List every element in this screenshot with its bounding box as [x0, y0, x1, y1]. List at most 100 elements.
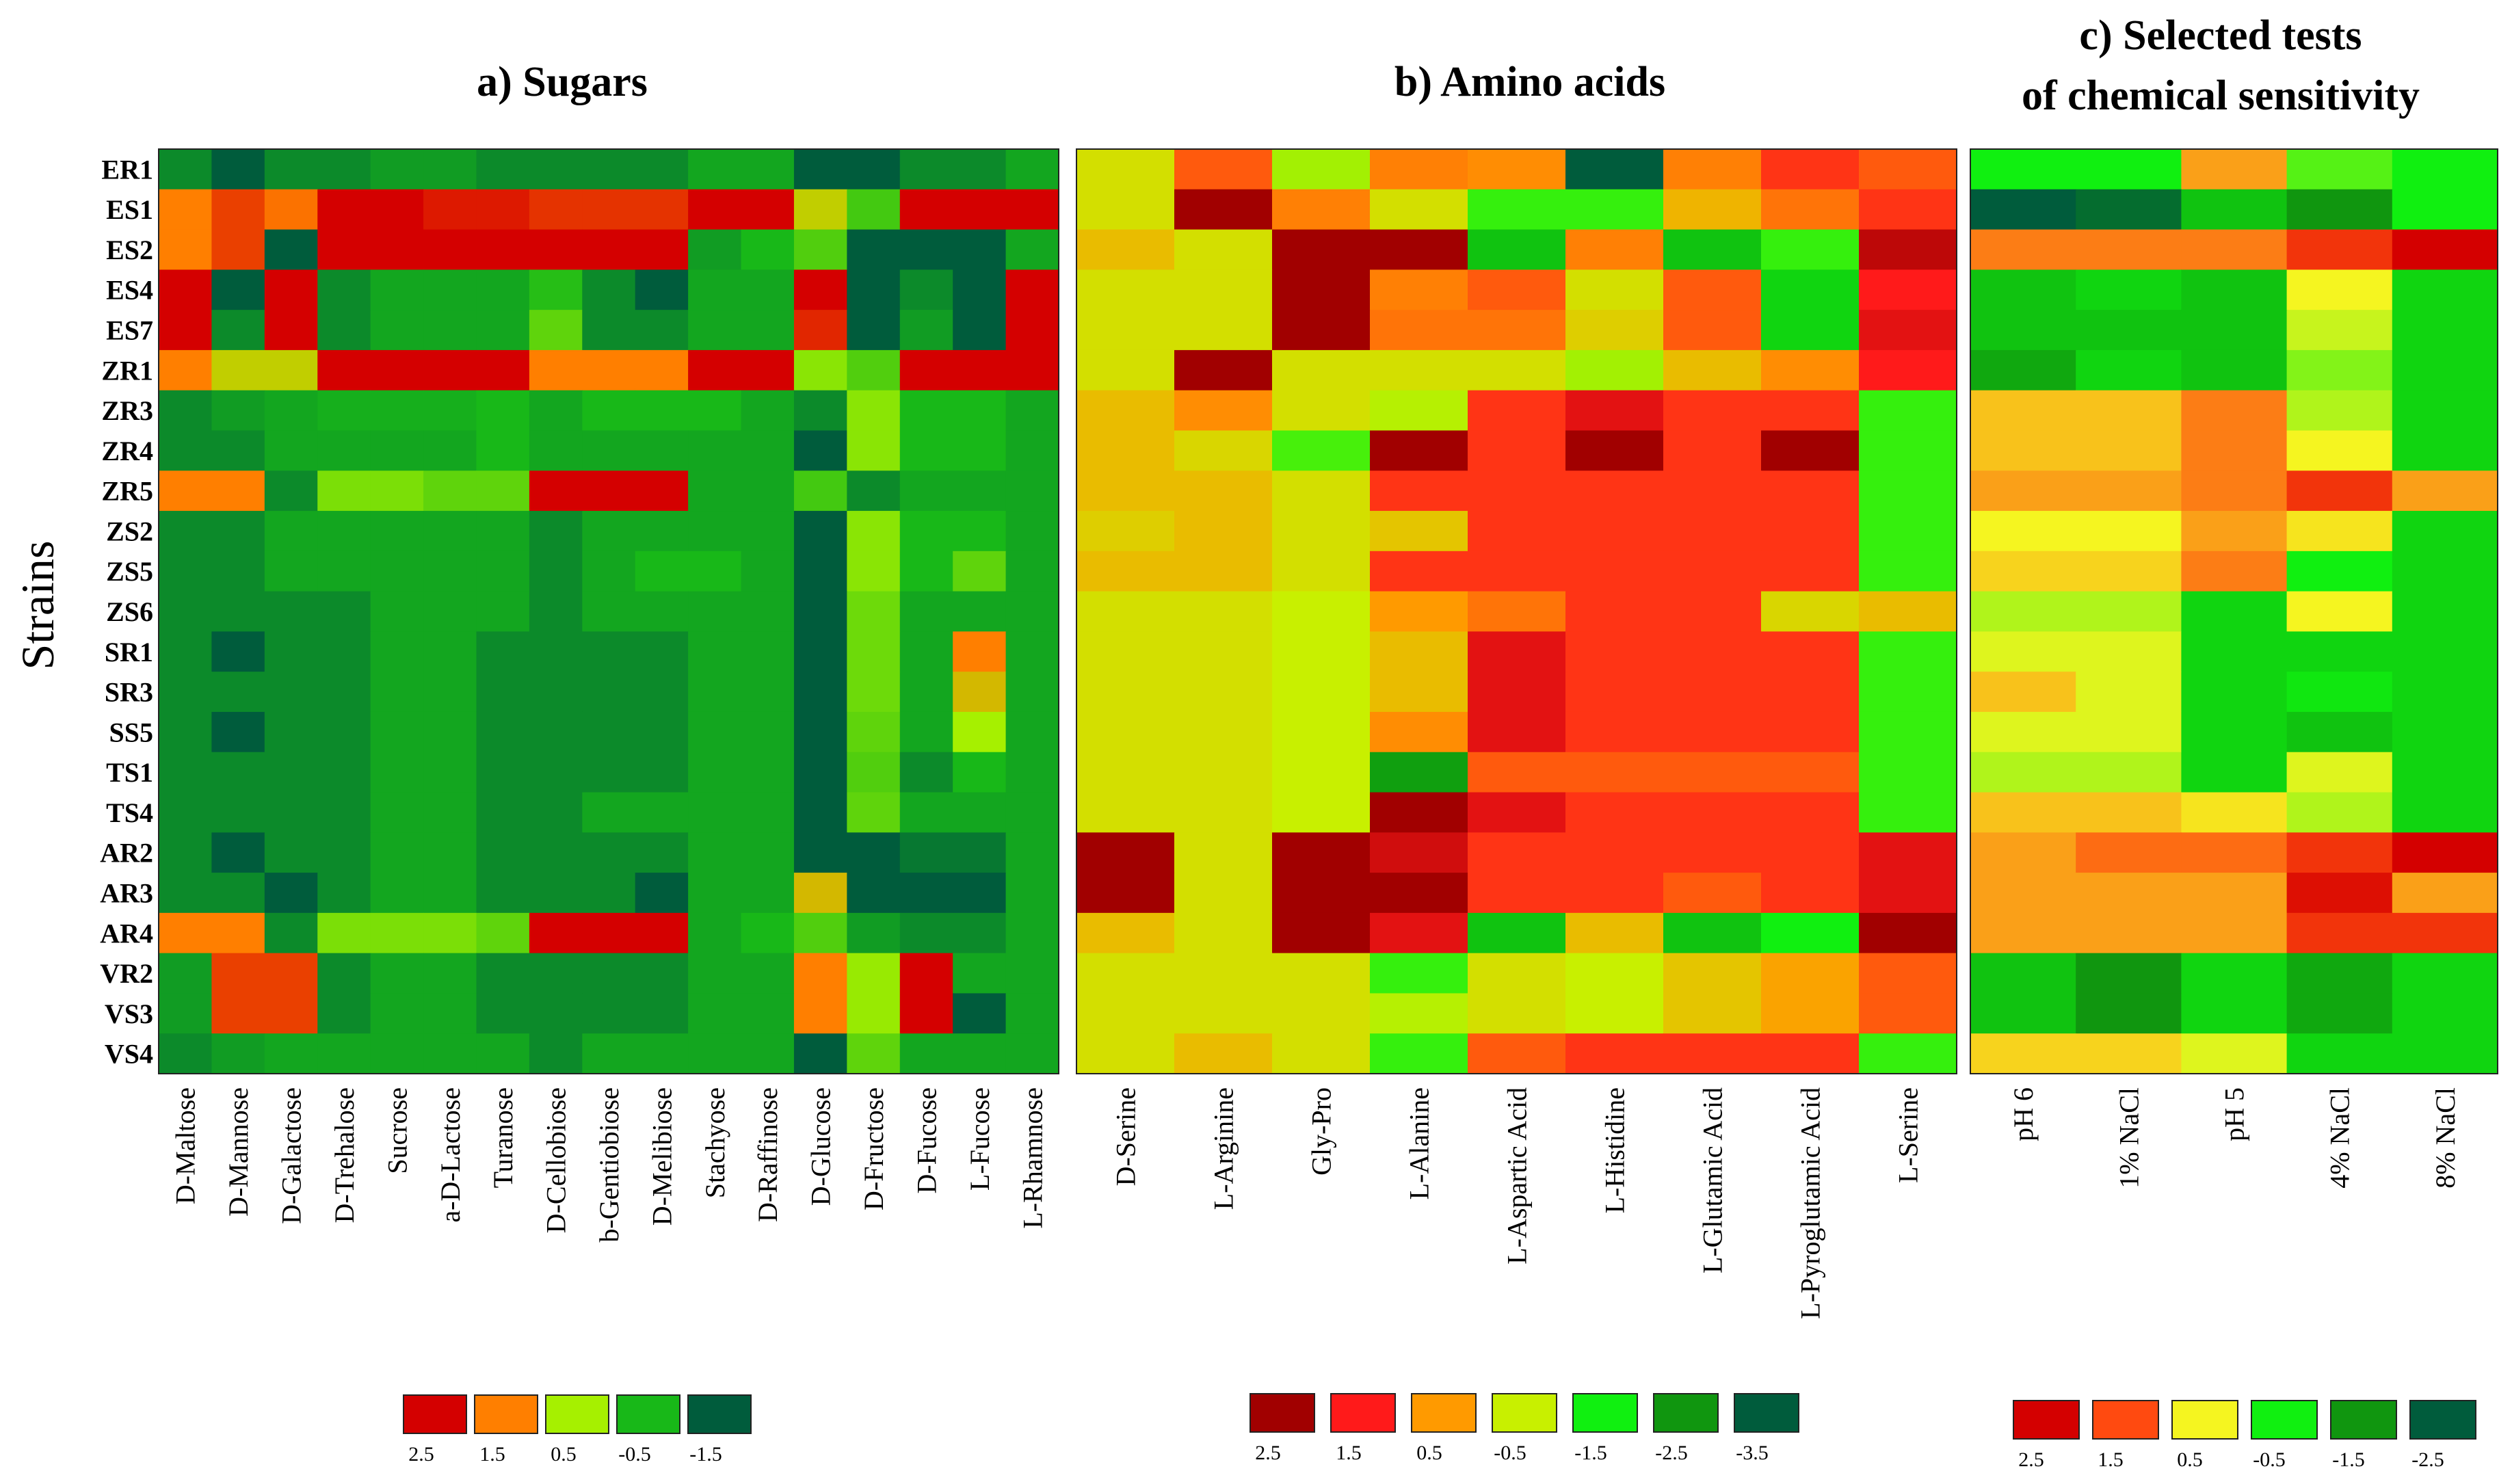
heatmap-cell — [1005, 792, 1059, 833]
heatmap-panel: b) Amino acids D-Serine L-Arginine Gly-Pro L… — [1076, 59, 1957, 1464]
heatmap-cell — [2392, 189, 2498, 230]
heatmap-cell — [635, 269, 689, 310]
heatmap-cell — [847, 792, 901, 833]
heatmap-cell — [582, 1033, 636, 1074]
heatmap-cell — [211, 189, 265, 230]
heatmap-cell — [1076, 511, 1175, 552]
heatmap-cell — [529, 551, 583, 592]
heatmap-cell — [1076, 229, 1175, 270]
heatmap-cell — [1970, 149, 2076, 190]
heatmap-cell — [423, 390, 477, 432]
heatmap-cell — [1859, 229, 1957, 270]
heatmap-cell — [1970, 993, 2076, 1034]
heatmap-cell — [582, 591, 636, 632]
heatmap-cell — [582, 229, 636, 270]
heatmap-cell — [1370, 471, 1468, 512]
heatmap-cell — [688, 430, 742, 471]
legend-label: 1.5 — [1336, 1442, 1362, 1464]
heatmap-cell — [1468, 953, 1566, 994]
heatmap-cell — [899, 672, 953, 713]
heatmap-cell — [1859, 430, 1957, 471]
heatmap-cell — [476, 832, 530, 873]
heatmap-cell — [582, 511, 636, 552]
heatmap-cell — [1370, 953, 1468, 994]
heatmap-cell — [211, 711, 265, 753]
heatmap-cell — [582, 349, 636, 391]
heatmap-cell — [1565, 551, 1664, 592]
heatmap-cell — [2181, 832, 2288, 873]
heatmap-cell — [1565, 390, 1664, 432]
heatmap-cell — [635, 390, 689, 432]
heatmap-cell — [317, 310, 371, 351]
column-label: L-Arginine — [1208, 1087, 1239, 1210]
heatmap-cell — [1468, 511, 1566, 552]
heatmap-cell — [741, 390, 795, 432]
heatmap-cell — [211, 953, 265, 994]
heatmap-cell — [317, 229, 371, 270]
heatmap-cell — [1761, 471, 1860, 512]
heatmap-cell — [1761, 591, 1860, 632]
heatmap-cell — [1370, 591, 1468, 632]
heatmap-cell — [1370, 672, 1468, 713]
heatmap-cell — [1174, 511, 1273, 552]
heatmap-cell — [2076, 551, 2182, 592]
heatmap-cell — [899, 229, 953, 270]
heatmap-cell — [159, 229, 213, 270]
heatmap-cell — [1174, 430, 1273, 471]
heatmap-cell — [899, 149, 953, 190]
heatmap-cell — [635, 752, 689, 793]
heatmap-cell — [370, 832, 424, 873]
heatmap-cell — [317, 189, 371, 230]
heatmap-cell — [370, 873, 424, 914]
heatmap-cell — [1970, 511, 2076, 552]
heatmap-cell — [1005, 752, 1059, 793]
heatmap-cell — [1565, 711, 1664, 753]
heatmap-cell — [1761, 189, 1860, 230]
heatmap-cell — [635, 430, 689, 471]
heatmap-cell — [1663, 591, 1762, 632]
heatmap-cell — [1272, 149, 1371, 190]
heatmap-cell — [1761, 752, 1860, 793]
heatmap-cell — [1468, 430, 1566, 471]
heatmap-cell — [1859, 269, 1957, 310]
heatmap-cell — [1076, 912, 1175, 954]
column-label: Turanose — [488, 1087, 518, 1188]
heatmap-cell — [847, 551, 901, 592]
heatmap-cell — [211, 390, 265, 432]
heatmap-cell — [1005, 511, 1059, 552]
heatmap-cell — [423, 1033, 477, 1074]
panel-frame — [158, 148, 1059, 1074]
heatmap-cell — [1565, 229, 1664, 270]
legend-label: 0.5 — [1416, 1442, 1442, 1464]
heatmap-cell — [317, 349, 371, 391]
heatmap-cell — [582, 149, 636, 190]
strain-label: AR2 — [100, 838, 153, 869]
heatmap-cell — [953, 269, 1007, 310]
heatmap-cell — [1272, 792, 1371, 833]
heatmap-cell — [264, 349, 318, 391]
legend-label: 1.5 — [479, 1443, 505, 1466]
heatmap-cell — [1565, 430, 1664, 471]
heatmap-cell — [1970, 551, 2076, 592]
legend-label: -0.5 — [2253, 1448, 2286, 1471]
heatmap-cell — [793, 1033, 847, 1074]
heatmap-cell — [688, 873, 742, 914]
heatmap-cell — [1272, 1033, 1371, 1074]
heatmap-cell — [2181, 471, 2288, 512]
heatmap-cell — [635, 993, 689, 1034]
heatmap-cell — [1468, 792, 1566, 833]
heatmap-cell — [741, 189, 795, 230]
heatmap-cell — [1174, 551, 1273, 592]
heatmap-cell — [1076, 792, 1175, 833]
heatmap-cell — [2076, 711, 2182, 753]
y-axis-label: Strains — [12, 541, 64, 670]
heatmap-cell — [1005, 953, 1059, 994]
heatmap-cell — [1272, 591, 1371, 632]
heatmap-cell — [1663, 229, 1762, 270]
heatmap-cell — [2392, 310, 2498, 351]
legend-label: -0.5 — [618, 1443, 651, 1466]
strain-label: ZS6 — [106, 596, 153, 627]
heatmap-cell — [1468, 912, 1566, 954]
heatmap-cell — [1761, 551, 1860, 592]
heatmap-cell — [1272, 471, 1371, 512]
